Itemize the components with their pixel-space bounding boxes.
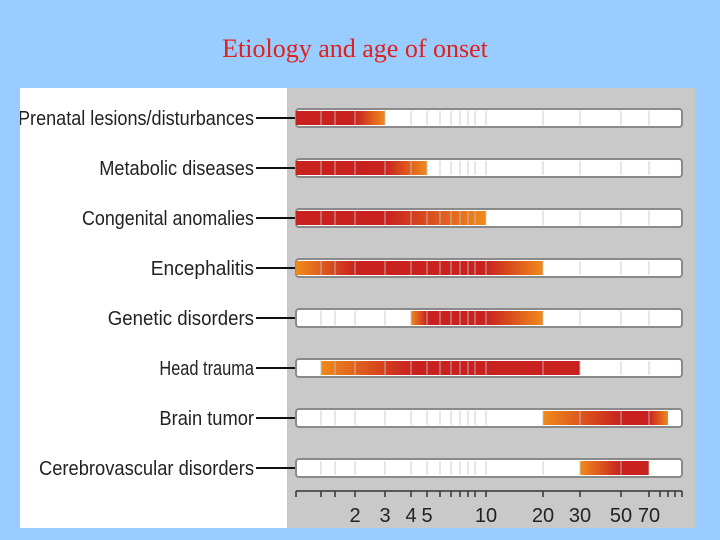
onset-range-bar xyxy=(296,211,486,225)
x-axis: 2 3 4 5 10 20 30 50 70 xyxy=(295,490,683,527)
row-label: Encephalitis xyxy=(151,258,254,280)
bar-tracks xyxy=(295,108,683,478)
onset-range-bar xyxy=(580,461,649,475)
row-label: Congenital anomalies xyxy=(82,208,254,230)
etiology-chart: Prenatal lesions/disturbances Metabolic d… xyxy=(20,88,695,528)
chart-panel: Prenatal lesions/disturbances Metabolic d… xyxy=(20,88,695,528)
row-label: Brain tumor xyxy=(159,408,254,430)
slide-title: Etiology and age of onset xyxy=(222,34,488,63)
x-tick-label: 70 xyxy=(638,505,660,527)
row-label: Prenatal lesions/disturbances xyxy=(20,108,254,130)
row-label: Cerebrovascular disorders xyxy=(39,458,254,480)
x-tick-label: 5 xyxy=(421,505,432,527)
row-label: Head trauma xyxy=(159,358,254,380)
onset-range-bar xyxy=(543,411,668,425)
x-tick-label: 30 xyxy=(569,505,591,527)
onset-range-bar xyxy=(411,311,543,325)
x-tick-label: 2 xyxy=(349,505,360,527)
x-tick-label: 20 xyxy=(532,505,554,527)
x-tick-label: 4 xyxy=(405,505,416,527)
x-tick-label: 3 xyxy=(379,505,390,527)
row-labels: Prenatal lesions/disturbances Metabolic d… xyxy=(20,108,255,480)
onset-range-bar xyxy=(296,111,385,125)
leader-lines xyxy=(256,117,296,469)
onset-range-bar xyxy=(296,161,427,175)
x-tick-label: 10 xyxy=(475,505,497,527)
row-label: Metabolic diseases xyxy=(99,158,254,180)
row-label: Genetic disorders xyxy=(108,308,254,330)
x-tick-label: 50 xyxy=(610,505,632,527)
onset-range-bar xyxy=(296,261,543,275)
